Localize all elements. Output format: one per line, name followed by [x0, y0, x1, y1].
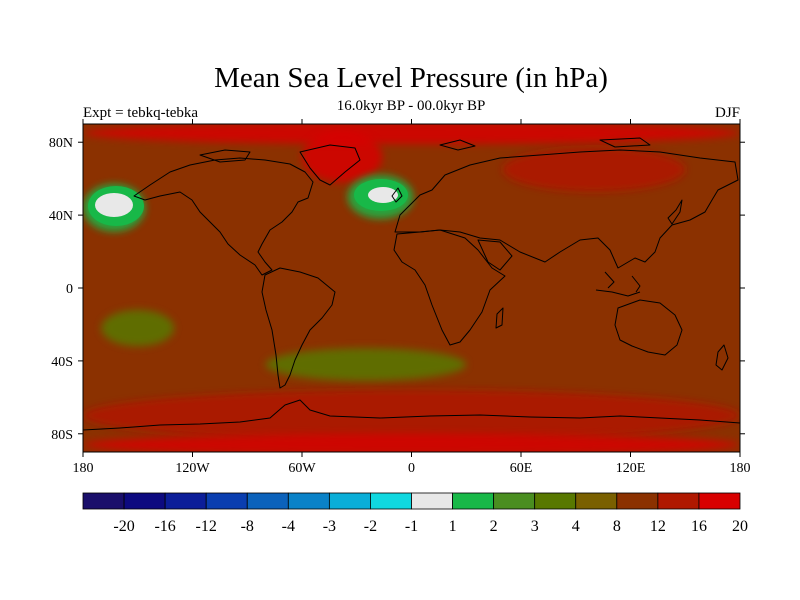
field-southern-ocean-band — [83, 390, 740, 442]
colorbar-label: 3 — [531, 518, 539, 535]
x-tick-label: 60E — [510, 461, 533, 476]
colorbar-box — [82, 492, 125, 510]
colorbar-box — [534, 492, 577, 510]
colorbar-box — [370, 492, 412, 510]
colorbar-box — [205, 492, 248, 510]
y-tick-label: 40S — [51, 355, 73, 370]
colorbar-box — [164, 492, 207, 510]
colorbar-label: -20 — [113, 518, 134, 535]
coast-arabia — [477, 239, 513, 271]
colorbar-box — [123, 492, 166, 510]
colorbar-box — [575, 492, 618, 510]
colorbar-label: 2 — [490, 518, 498, 535]
field-arctic-high — [83, 124, 740, 145]
colorbar-box — [328, 492, 371, 510]
season-label: DJF — [715, 105, 740, 121]
x-tick-label: 0 — [408, 461, 415, 476]
coast-north-america — [133, 157, 314, 276]
field-antarctic-high — [83, 433, 740, 452]
colorbar-box — [493, 492, 536, 510]
colorbar-box — [698, 492, 741, 510]
time-period-label: 16.0kyr BP - 00.0kyr BP — [337, 98, 486, 114]
colorbar: -20 -16 -12 -8 -4 -3 -2 -1 1 2 3 4 8 12 16 20 — [82, 492, 748, 535]
x-tick-label: 120E — [616, 461, 646, 476]
x-tick-label: 180 — [730, 461, 751, 476]
coast-new-zealand — [715, 344, 729, 371]
x-tick-label: 180 — [73, 461, 94, 476]
coast-antarctica — [83, 399, 740, 431]
colorbar-label: -3 — [323, 518, 336, 535]
coastlines — [83, 137, 740, 431]
colorbar-box — [452, 492, 495, 510]
field-south-pacific-anomaly — [101, 309, 175, 347]
x-tick-label: 60W — [288, 461, 316, 476]
colorbar-label: 20 — [732, 518, 748, 535]
y-tick-label: 80S — [51, 428, 73, 443]
north-atlantic-cell — [354, 179, 408, 211]
colorbar-box — [246, 492, 289, 510]
figure-title: Mean Sea Level Pressure (in hPa) — [214, 62, 608, 94]
field-siberian-high — [502, 147, 686, 192]
y-tick-label: 80N — [49, 136, 73, 151]
colorbar-box — [411, 492, 453, 510]
map-axes: 180 120W 60W 0 60E 120E 180 80N 40N 0 40S 80S — [49, 119, 751, 476]
x-tick-label: 120W — [175, 461, 210, 476]
colorbar-label: 16 — [691, 518, 707, 535]
colorbar-label: 8 — [613, 518, 621, 535]
colorbar-label: -4 — [282, 518, 295, 535]
y-tick-label: 0 — [66, 282, 73, 297]
coast-madagascar — [495, 307, 504, 329]
map-panel: 180 120W 60W 0 60E 120E 180 80N 40N 0 40S 80S — [49, 119, 751, 476]
coast-europe-asia — [394, 149, 739, 269]
colorbar-box — [616, 492, 659, 510]
coast-greenland — [299, 144, 361, 186]
coast-arctic-islands — [199, 137, 651, 163]
colorbar-label: 1 — [449, 518, 457, 535]
field-greenland-high — [302, 131, 383, 183]
colorbar-label: -1 — [405, 518, 418, 535]
coast-australia — [614, 299, 683, 356]
coast-british-isles — [391, 187, 403, 203]
colorbar-box — [657, 492, 700, 510]
coast-japan — [667, 199, 683, 225]
colorbar-label: -8 — [241, 518, 254, 535]
coast-africa — [393, 229, 506, 346]
colorbar-label: -16 — [154, 518, 175, 535]
colorbar-label: -2 — [364, 518, 377, 535]
colorbar-box — [287, 492, 330, 510]
colorbar-label: 4 — [572, 518, 580, 535]
field-south-atlantic-anomaly — [265, 348, 467, 381]
north-pacific-cell — [88, 186, 144, 226]
colorbar-label: 12 — [650, 518, 666, 535]
experiment-label: Expt = tebkq-tebka — [83, 105, 198, 121]
coast-indonesia — [595, 271, 641, 297]
coast-south-america — [261, 267, 336, 389]
colorbar-label: -12 — [196, 518, 217, 535]
y-tick-label: 40N — [49, 209, 73, 224]
